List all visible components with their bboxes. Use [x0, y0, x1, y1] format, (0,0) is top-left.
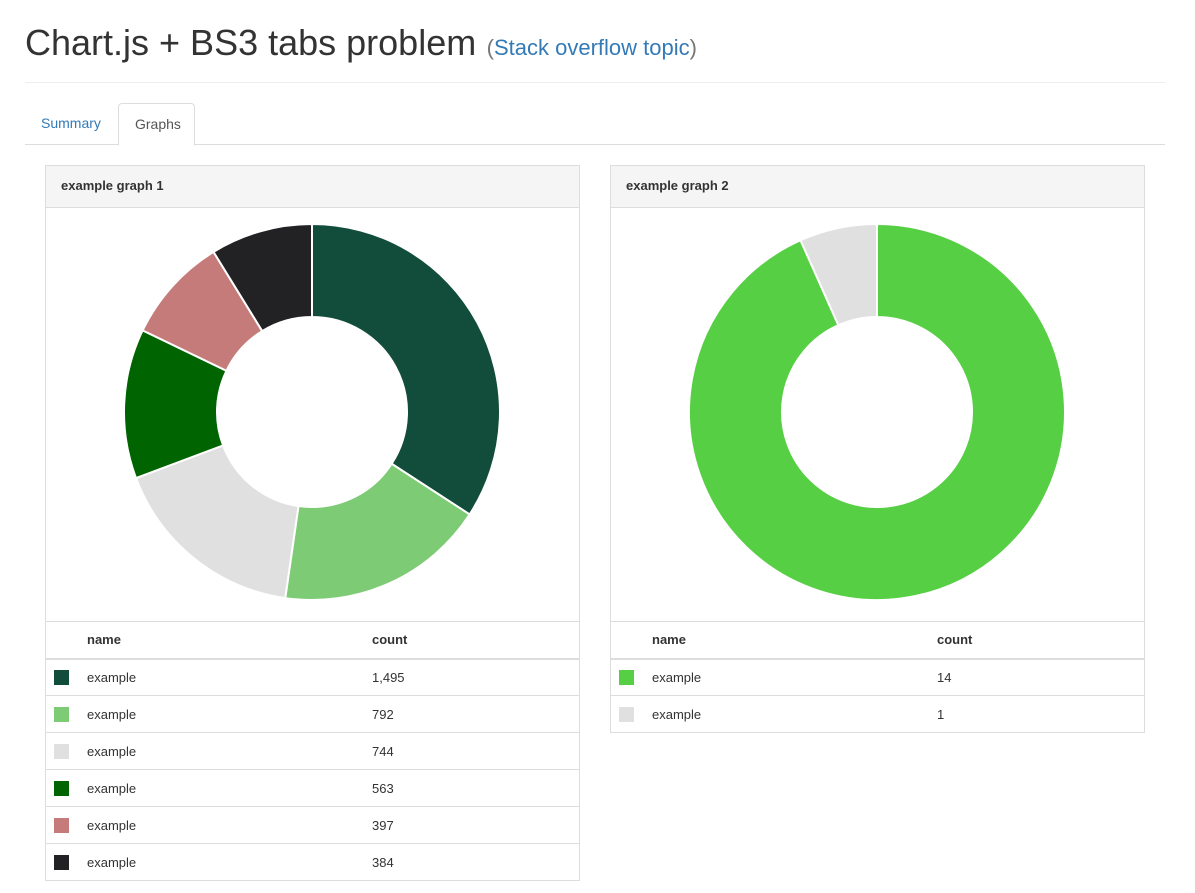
table-row: example 792: [46, 695, 579, 733]
name-cell: example: [86, 658, 371, 696]
name-cell: example: [651, 695, 936, 733]
graph-panel-1: example graph 1 name count example 1,495 e…: [45, 165, 580, 881]
donut-chart-2: [611, 208, 1144, 621]
tab-summary[interactable]: Summary: [41, 115, 101, 131]
color-swatch: [54, 855, 69, 871]
swatch-cell: [46, 695, 86, 733]
count-cell: 1,495: [371, 658, 579, 696]
link-open-paren: (: [486, 35, 494, 60]
tab-bar: Summary Graphs: [25, 103, 1165, 146]
donut-chart-1-svg: [123, 222, 501, 601]
stack-overflow-link[interactable]: Stack overflow topic: [494, 35, 690, 60]
link-close-paren: ): [689, 35, 697, 60]
color-swatch: [619, 707, 634, 723]
page-header: Chart.js + BS3 tabs problem (Stack overf…: [25, 22, 1165, 83]
table-row: example 397: [46, 806, 579, 844]
swatch-cell: [611, 658, 651, 696]
graph-panel-2: example graph 2 name count example 14 exam…: [610, 165, 1145, 733]
name-cell: example: [86, 769, 371, 807]
count-header: count: [936, 621, 1144, 660]
table-row: example 563: [46, 769, 579, 807]
color-swatch: [54, 744, 69, 760]
table-header-row: name count: [46, 621, 579, 660]
swatch-header: [46, 621, 86, 660]
name-cell: example: [86, 732, 371, 770]
donut-slice[interactable]: [688, 222, 1067, 601]
color-swatch: [54, 818, 69, 834]
swatch-cell: [46, 843, 86, 881]
color-swatch: [54, 670, 69, 686]
count-cell: 563: [371, 769, 579, 807]
count-cell: 14: [936, 658, 1144, 696]
donut-chart-2-svg: [688, 222, 1067, 601]
swatch-cell: [611, 695, 651, 733]
swatch-cell: [46, 769, 86, 807]
legend-table-1: name count example 1,495 example 792 example…: [46, 621, 579, 881]
page-title: Chart.js + BS3 tabs problem: [25, 22, 477, 63]
table-row: example 14: [611, 658, 1144, 696]
name-cell: example: [86, 806, 371, 844]
count-cell: 792: [371, 695, 579, 733]
donut-slice[interactable]: [799, 222, 878, 327]
name-header: name: [651, 621, 936, 660]
swatch-header: [611, 621, 651, 660]
table-header-row: name count: [611, 621, 1144, 660]
donut-slice[interactable]: [134, 444, 300, 600]
table-row: example 1: [611, 695, 1144, 733]
count-header: count: [371, 621, 579, 660]
donut-slice[interactable]: [212, 222, 313, 333]
swatch-cell: [46, 732, 86, 770]
table-row: example 744: [46, 732, 579, 770]
count-cell: 744: [371, 732, 579, 770]
panel-title: example graph 1: [46, 166, 579, 208]
color-swatch: [619, 670, 634, 686]
name-cell: example: [86, 843, 371, 881]
name-header: name: [86, 621, 371, 660]
count-cell: 384: [371, 843, 579, 881]
panel-title: example graph 2: [611, 166, 1144, 208]
tab-graphs[interactable]: Graphs: [118, 103, 195, 146]
table-row: example 1,495: [46, 658, 579, 696]
color-swatch: [54, 707, 69, 723]
name-cell: example: [651, 658, 936, 696]
donut-slice[interactable]: [311, 222, 501, 516]
swatch-cell: [46, 806, 86, 844]
table-row: example 384: [46, 843, 579, 881]
title-link-wrapper: (Stack overflow topic): [487, 35, 697, 60]
count-cell: 397: [371, 806, 579, 844]
donut-chart-1: [46, 208, 579, 621]
name-cell: example: [86, 695, 371, 733]
color-swatch: [54, 781, 69, 797]
donut-slice[interactable]: [284, 462, 472, 601]
swatch-cell: [46, 658, 86, 696]
count-cell: 1: [936, 695, 1144, 733]
legend-table-2: name count example 14 example 1: [611, 621, 1144, 733]
